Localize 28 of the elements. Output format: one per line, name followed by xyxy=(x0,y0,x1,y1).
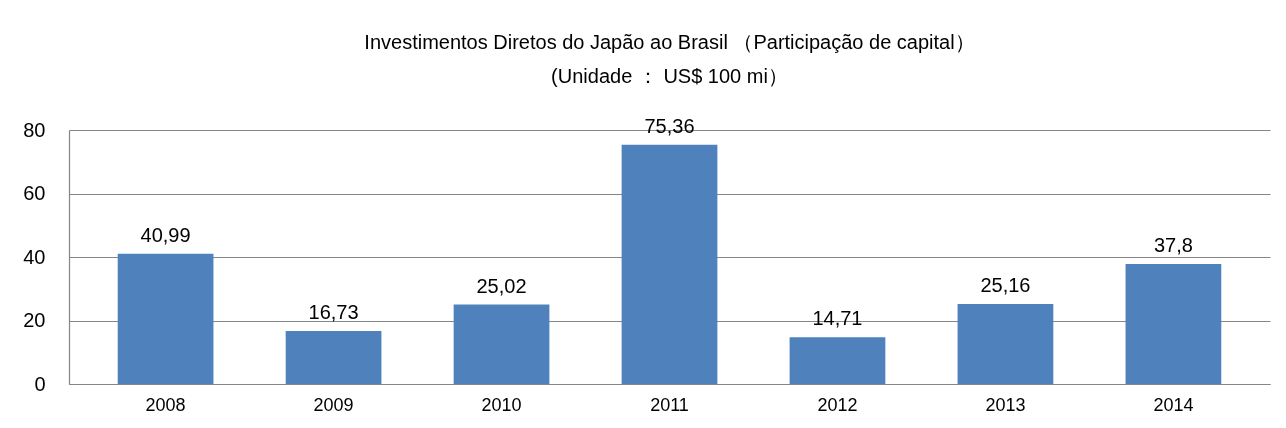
x-tick-label: 2013 xyxy=(985,394,1026,415)
x-tick-label: 2012 xyxy=(817,394,858,415)
x-tick-label: 2009 xyxy=(313,394,354,415)
bar xyxy=(789,337,886,384)
data-label: 25,16 xyxy=(980,274,1031,297)
y-tick-label: 40 xyxy=(23,245,46,268)
bar xyxy=(285,330,382,384)
data-label: 16,73 xyxy=(308,300,359,323)
x-tick-label: 2010 xyxy=(481,394,522,415)
bar xyxy=(453,304,550,384)
y-tick-label: 80 xyxy=(23,118,46,141)
data-label: 75,36 xyxy=(644,114,695,137)
chart-title: Investimentos Diretos do Japão ao Brasil （Participação de capital） xyxy=(364,30,975,53)
x-tick-label: 2014 xyxy=(1153,394,1194,415)
data-label: 37,8 xyxy=(1153,233,1193,256)
y-tick-label: 20 xyxy=(23,309,46,331)
bar xyxy=(1125,263,1222,384)
bar xyxy=(957,304,1054,384)
data-label: 40,99 xyxy=(140,223,191,246)
data-label: 14,71 xyxy=(812,307,863,330)
chart-subtitle: (Unidade ： US$ 100 mi） xyxy=(551,64,788,87)
x-tick-label: 2011 xyxy=(650,394,689,415)
x-tick-label: 2008 xyxy=(145,394,186,415)
y-tick-label: 60 xyxy=(23,182,46,204)
bar xyxy=(117,253,214,384)
bar xyxy=(621,144,718,384)
data-label: 25,02 xyxy=(476,274,527,297)
y-tick-label: 0 xyxy=(34,372,46,395)
